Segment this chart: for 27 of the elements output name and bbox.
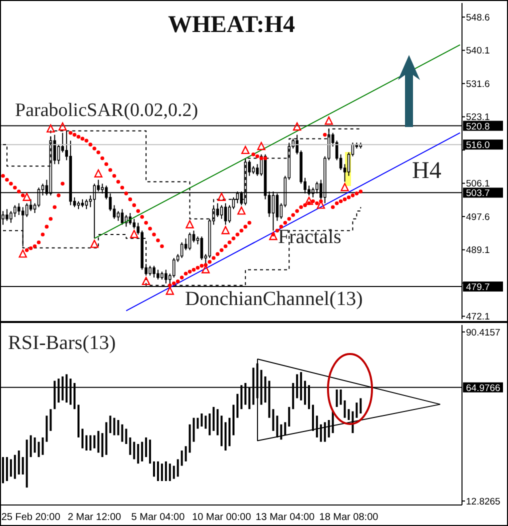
- y-tick-label: 540.1: [466, 46, 490, 57]
- y-tick-label: 548.6: [466, 12, 490, 24]
- ref-line-label: 479.7: [466, 282, 490, 294]
- annotation: ParabolicSAR(0.02,0.2): [15, 100, 198, 122]
- y-tick-label: 472.1: [466, 312, 490, 323]
- x-tick-label: 10 Mar 00:00: [192, 512, 252, 524]
- x-tick-label: 5 Mar 04:00: [131, 512, 186, 524]
- chart-title: WHEAT:H4: [166, 12, 296, 39]
- y-tick-label: 523.1: [466, 112, 490, 124]
- y-tick-label: 489.1: [466, 245, 490, 256]
- x-tick-label: 18 Mar 08:00: [319, 512, 379, 524]
- y-tick-label: 531.6: [466, 78, 490, 90]
- x-tick-label: 25 Feb 20:00: [1, 512, 61, 524]
- annotation: H4: [412, 158, 442, 185]
- annotation: DonchianChannel(13): [185, 288, 363, 311]
- y-tick-label: 497.6: [466, 212, 490, 223]
- ref-line-label: 516.0: [466, 140, 490, 152]
- annotation: RSI-Bars(13): [8, 332, 116, 355]
- y-tick-label: 12.8265: [466, 496, 500, 508]
- x-tick-label: 2 Mar 12:00: [68, 512, 122, 524]
- ref-line-label: 503.7: [466, 188, 490, 200]
- y-tick-label: 90.4157: [466, 327, 500, 338]
- ref-line-label: 64.9766: [466, 382, 500, 394]
- annotation: Fractals: [278, 226, 342, 249]
- x-tick-label: 13 Mar 04:00: [256, 512, 316, 524]
- y-tick-label: 506.1: [466, 178, 490, 190]
- ref-line-label: 520.8: [466, 121, 490, 132]
